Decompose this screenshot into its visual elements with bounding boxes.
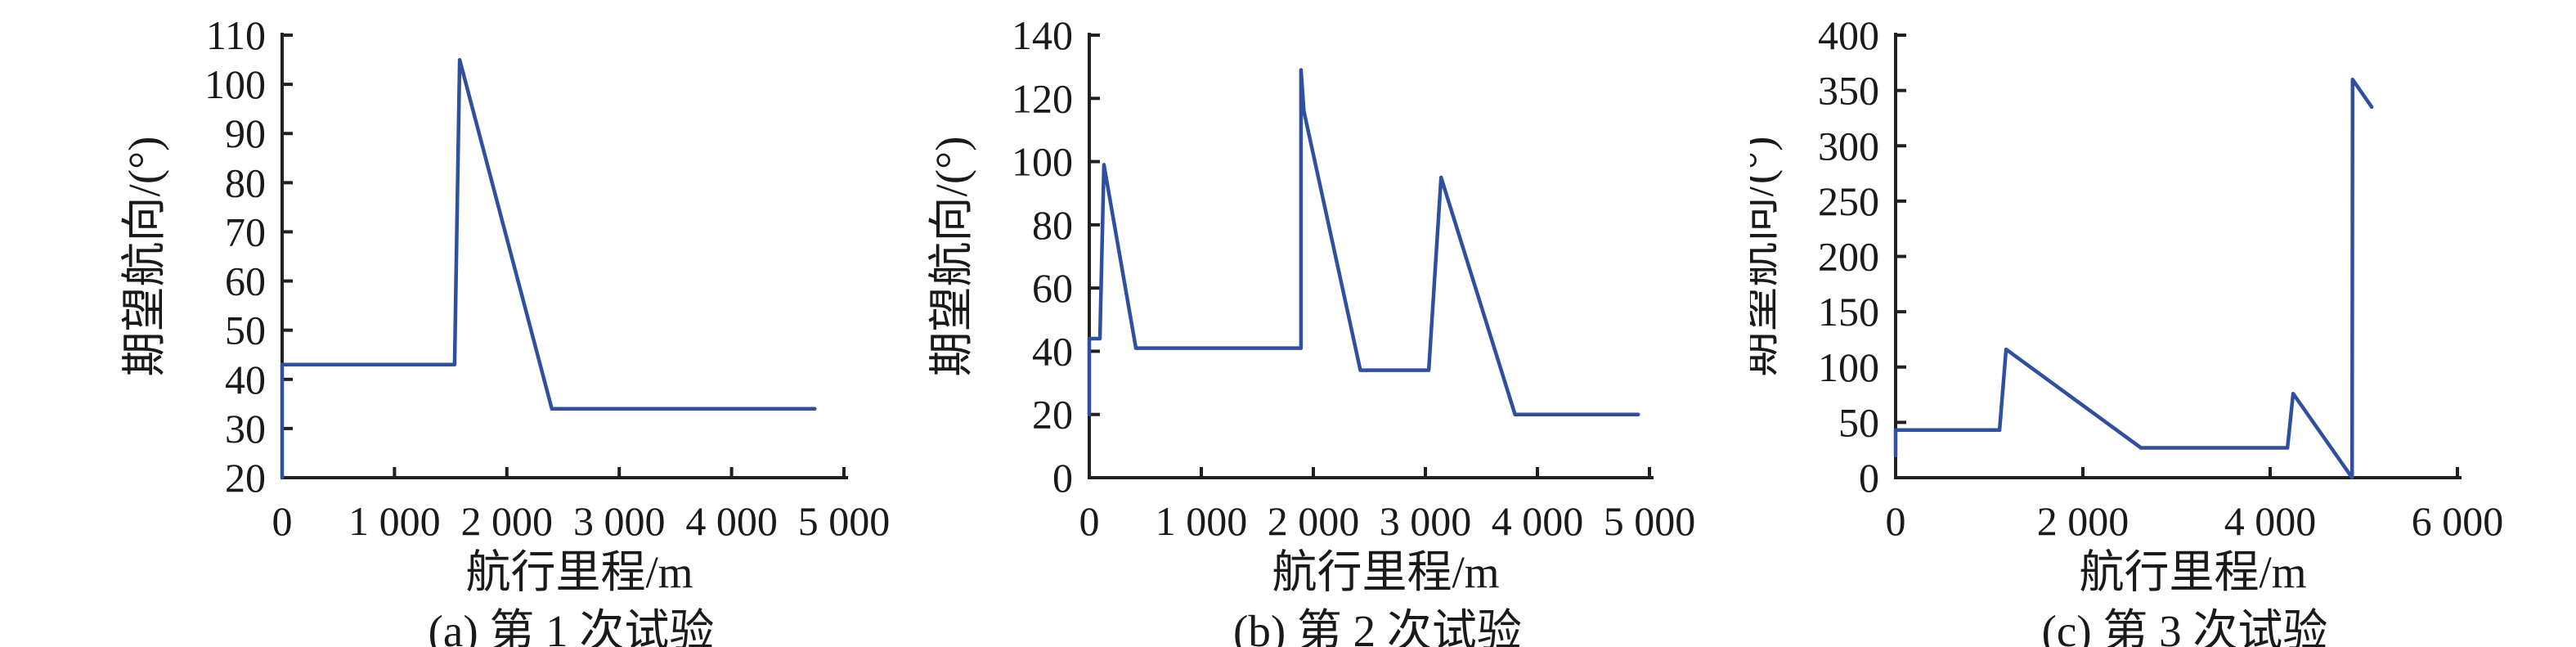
- y-tick-label: 300: [1818, 123, 1879, 168]
- y-tick-label: 50: [1838, 399, 1879, 445]
- y-tick-label: 60: [1032, 265, 1073, 311]
- x-tick-label: 2 000: [2037, 498, 2129, 544]
- y-axis-label: 期望航向/(°): [119, 137, 169, 377]
- axes: [280, 33, 848, 479]
- y-tick-label: 80: [225, 160, 266, 205]
- chart-c-svg: 0 50 100 150 200 250 300 350 400 0 2 000 4 000 6 000…: [1750, 13, 2504, 647]
- x-tick-label: 0: [1079, 498, 1100, 544]
- y-tick-label: 90: [225, 110, 266, 156]
- y-tick-label: 100: [204, 61, 266, 107]
- y-tick-label: 120: [1012, 75, 1073, 121]
- x-axis-label: 航行里程/m: [1272, 547, 1499, 597]
- y-tick-label: 0: [1052, 455, 1073, 501]
- y-tick-label: 20: [1032, 392, 1073, 438]
- y-tick-label: 400: [1818, 13, 1879, 58]
- x-tick-label: 2 000: [461, 498, 554, 544]
- chart-caption: (b) 第 2 次试验: [1233, 606, 1522, 647]
- y-tick-label: 150: [1818, 289, 1879, 335]
- x-tick-label: 6 000: [2412, 498, 2504, 544]
- y-tick-label: 40: [225, 357, 266, 402]
- y-tick-label: 100: [1012, 139, 1073, 185]
- y-tick-label: 20: [225, 455, 266, 501]
- x-tick-label: 2 000: [1268, 498, 1360, 544]
- x-tick-label: 4 000: [2224, 498, 2317, 544]
- x-tick-label: 3 000: [1380, 498, 1472, 544]
- x-tick-label: 4 000: [685, 498, 778, 544]
- y-tick-label: 60: [225, 258, 266, 304]
- y-tick-label: 70: [225, 209, 266, 254]
- chart-panel-c: 0 50 100 150 200 250 300 350 400 0 2 000 4 000 6 000…: [1750, 13, 2576, 647]
- chart-caption: (c) 第 3 次试验: [2042, 606, 2328, 647]
- y-tick-label: 50: [225, 308, 266, 353]
- chart-panel-a: 20 30 40 50 60 70 80 90 100 110 0 1 000 2 000 3 000 4 …: [33, 13, 891, 647]
- x-tick-label: 1 000: [1156, 498, 1248, 544]
- y-tick-label: 100: [1818, 344, 1879, 390]
- axes: [1088, 33, 1654, 479]
- y-tick-label: 140: [1012, 13, 1073, 58]
- chart-caption: (a) 第 1 次试验: [429, 606, 715, 647]
- x-axis-label: 航行里程/m: [2079, 547, 2306, 597]
- y-tick-label: 40: [1032, 328, 1073, 374]
- x-tick-label: 0: [1886, 498, 1906, 544]
- data-line: [280, 57, 817, 480]
- y-axis-label: 期望航向/(°): [1750, 137, 1783, 377]
- x-tick-label: 5 000: [798, 498, 891, 544]
- y-tick-label: 110: [206, 13, 266, 58]
- y-tick-label: 30: [225, 406, 266, 452]
- y-tick-label: 250: [1818, 178, 1879, 224]
- x-axis-label: 航行里程/m: [465, 547, 693, 597]
- chart-panel-b: 0 20 40 60 80 100 120 140 0 1 000 2 000 3 000 4 000 5…: [891, 13, 1750, 647]
- x-tick-label: 0: [272, 498, 293, 544]
- y-tick-label: 350: [1818, 68, 1879, 114]
- y-tick-label: 80: [1032, 202, 1073, 248]
- y-axis-label: 期望航向/(°): [927, 137, 976, 377]
- x-tick-label: 1 000: [348, 498, 441, 544]
- x-tick-label: 4 000: [1492, 498, 1584, 544]
- x-tick-label: 5 000: [1604, 498, 1696, 544]
- chart-b-svg: 0 20 40 60 80 100 120 140 0 1 000 2 000 3 000 4 000 5…: [927, 13, 1696, 647]
- y-tick-label: 200: [1818, 234, 1879, 280]
- data-line: [1087, 68, 1640, 416]
- data-line: [1893, 77, 2374, 480]
- x-tick-label: 3 000: [573, 498, 666, 544]
- y-tick-label: 0: [1859, 455, 1879, 501]
- axes: [1894, 33, 2462, 479]
